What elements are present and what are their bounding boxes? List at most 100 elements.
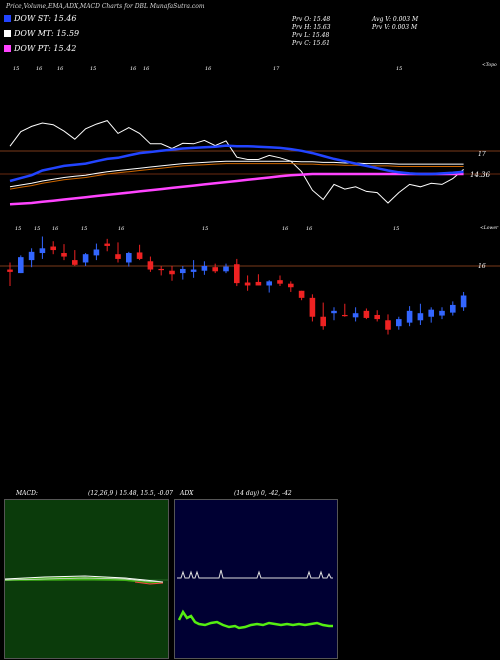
macd-signal-line: [5, 577, 164, 583]
price-date-label: 16: [282, 226, 289, 232]
candle: [385, 314, 391, 335]
candle-body: [93, 249, 100, 256]
legend-dow-st: DOW ST: 15.46: [4, 14, 76, 24]
candle: [61, 244, 67, 261]
site-name: MunafaSutra.com: [149, 3, 205, 10]
candle-body: [244, 282, 251, 286]
candle: [126, 251, 132, 267]
candle: [428, 307, 434, 323]
candle-body: [450, 304, 456, 313]
candle: [406, 306, 413, 327]
legend-swatch-mt: [4, 30, 11, 37]
price-date-label: 15: [15, 226, 21, 232]
candle-body: [428, 309, 434, 317]
candle: [93, 243, 100, 261]
dow-mt-line: [9, 160, 464, 188]
candle: [266, 280, 272, 293]
adx-params: (14 day) 0, -42, -42: [234, 490, 292, 497]
candle: [104, 238, 110, 252]
macd-histogram-band: [5, 576, 163, 584]
candle-body: [104, 243, 110, 246]
candle: [147, 256, 154, 272]
candle-body: [126, 253, 132, 263]
macd-label: MACD:: [16, 490, 38, 497]
candle: [234, 258, 240, 287]
adx-plot: [177, 569, 333, 630]
legend-label-pt: DOW PT: 15.42: [14, 44, 77, 53]
ema-date-label: 15: [13, 66, 19, 72]
candle-body: [169, 270, 175, 275]
candle-body: [406, 310, 413, 323]
candle: [277, 275, 283, 287]
candle: [39, 236, 46, 259]
prev-high: Prv H: 15.63: [292, 24, 331, 31]
prev-volume: Prv V: 0.003 M: [372, 24, 418, 31]
plus-di-line: [177, 609, 333, 630]
ema-level-14-36: 14.36: [470, 171, 491, 179]
candle: [309, 294, 316, 322]
title-text: Price,Volume,EMA,ADX,MACD Charts for DBL: [6, 3, 148, 10]
candle-body: [180, 268, 186, 274]
ema-date-label: 17: [273, 66, 280, 72]
ema-date-label: 15: [396, 66, 402, 72]
legend-dow-pt: DOW PT: 15.42: [4, 44, 76, 54]
price-level-16: 16: [478, 263, 486, 270]
ema-level-17: 17: [478, 151, 486, 158]
candle: [82, 253, 89, 266]
candle-body: [223, 266, 229, 272]
ema-date-label: 15: [90, 66, 96, 72]
dow-pt-line: [9, 172, 464, 206]
candle: [460, 291, 467, 311]
candle-body: [190, 269, 197, 272]
ema-date-label: 16: [36, 66, 43, 72]
candle-body: [255, 281, 262, 286]
candle: [7, 262, 13, 287]
candle: [298, 290, 305, 301]
price-date-label: 15: [34, 226, 40, 232]
candle: [396, 316, 402, 330]
candle-body: [72, 260, 78, 265]
ema-date-label: 16: [57, 66, 64, 72]
macd-line: [5, 575, 164, 583]
candle-body: [201, 266, 208, 271]
candle: [72, 250, 78, 266]
candle: [212, 263, 218, 274]
candle: [320, 302, 326, 330]
price-date-label: 16: [306, 226, 313, 232]
candle: [288, 281, 294, 292]
candle: [18, 255, 24, 274]
prev-close: Prv C: 15.61: [292, 40, 330, 47]
ema-topo-label: <Topo: [482, 62, 497, 68]
candle: [169, 266, 175, 281]
adx-panel: [174, 499, 338, 659]
candle-body: [136, 252, 143, 259]
ema-lines-layer: [9, 120, 464, 206]
candle: [342, 303, 348, 317]
candle: [50, 241, 56, 255]
candle-body: [266, 281, 272, 286]
price-date-label: 16: [118, 226, 125, 232]
candle-body: [18, 257, 24, 274]
candle-body: [115, 254, 121, 259]
price-lower-label: <Lower: [480, 225, 499, 231]
candle-body: [298, 290, 305, 298]
ema-date-label: 16: [130, 66, 137, 72]
ema-date-label: 16: [143, 66, 150, 72]
candle-body: [50, 246, 56, 251]
candle-body: [7, 269, 13, 272]
price-date-label: 15: [202, 226, 208, 232]
legend-swatch-st: [4, 15, 11, 22]
macd-plot: [5, 575, 168, 585]
candle: [450, 301, 456, 316]
candle-body: [417, 313, 424, 321]
legend-dow-mt: DOW MT: 15.59: [4, 29, 79, 39]
candle-body: [439, 310, 445, 316]
adx-label: ADX: [180, 490, 194, 497]
candle: [158, 266, 164, 276]
candle-body: [363, 310, 370, 318]
candle: [28, 248, 35, 268]
ema-date-labels: 15 16 16 15 16 16 16 17 15: [13, 66, 402, 72]
adx-line: [177, 569, 333, 579]
candle: [190, 260, 197, 278]
candles-layer: [7, 236, 467, 335]
